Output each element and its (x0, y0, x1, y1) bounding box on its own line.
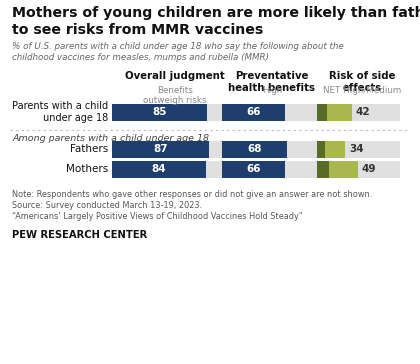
Text: 68: 68 (247, 144, 262, 154)
Text: Source: Survey conducted March 13-19, 2023.: Source: Survey conducted March 13-19, 20… (12, 201, 202, 210)
Bar (222, 161, 285, 178)
Bar (112, 103, 207, 120)
Bar (328, 103, 352, 120)
Text: PEW RESEARCH CENTER: PEW RESEARCH CENTER (12, 230, 147, 240)
Bar (112, 161, 224, 178)
Bar (112, 141, 210, 158)
Text: % of U.S. parents with a child under age 18 who say the following about the
chil: % of U.S. parents with a child under age… (12, 42, 344, 63)
Text: Benefits
outweigh risks: Benefits outweigh risks (143, 86, 207, 106)
Bar (222, 161, 317, 178)
Text: Parents with a child
under age 18: Parents with a child under age 18 (12, 101, 108, 123)
Text: 42: 42 (356, 107, 370, 117)
Text: Risk of side
effects: Risk of side effects (329, 71, 395, 92)
Text: Note: Respondents who gave other responses or did not give an answer are not sho: Note: Respondents who gave other respons… (12, 190, 372, 199)
Text: 84: 84 (152, 164, 166, 174)
Bar (222, 141, 317, 158)
Text: 49: 49 (362, 164, 376, 174)
Bar (326, 141, 345, 158)
Bar (222, 103, 285, 120)
Text: NET High/Medium: NET High/Medium (323, 86, 401, 95)
Bar (317, 141, 400, 158)
Text: Mothers of young children are more likely than fathers
to see risks from MMR vac: Mothers of young children are more likel… (12, 6, 420, 37)
Bar (329, 161, 358, 178)
Bar (317, 103, 400, 120)
Bar (317, 141, 326, 158)
Bar (317, 161, 329, 178)
Text: Among parents with a child under age 18: Among parents with a child under age 18 (12, 134, 209, 143)
Bar (317, 161, 400, 178)
Text: 66: 66 (246, 107, 260, 117)
Bar (317, 103, 328, 120)
Text: High: High (262, 86, 282, 95)
Bar (222, 103, 317, 120)
Text: 85: 85 (152, 107, 167, 117)
Text: Mothers: Mothers (66, 164, 108, 174)
Bar (222, 141, 286, 158)
Text: 34: 34 (349, 144, 364, 154)
Text: Overall judgment: Overall judgment (125, 71, 225, 81)
Text: 66: 66 (246, 164, 260, 174)
Text: Preventative
health benefits: Preventative health benefits (228, 71, 315, 92)
Bar (112, 141, 224, 158)
Text: 87: 87 (153, 144, 168, 154)
Text: Fathers: Fathers (70, 144, 108, 154)
Text: “Americans’ Largely Positive Views of Childhood Vaccines Hold Steady”: “Americans’ Largely Positive Views of Ch… (12, 212, 303, 221)
Bar (112, 103, 224, 120)
Bar (112, 161, 206, 178)
